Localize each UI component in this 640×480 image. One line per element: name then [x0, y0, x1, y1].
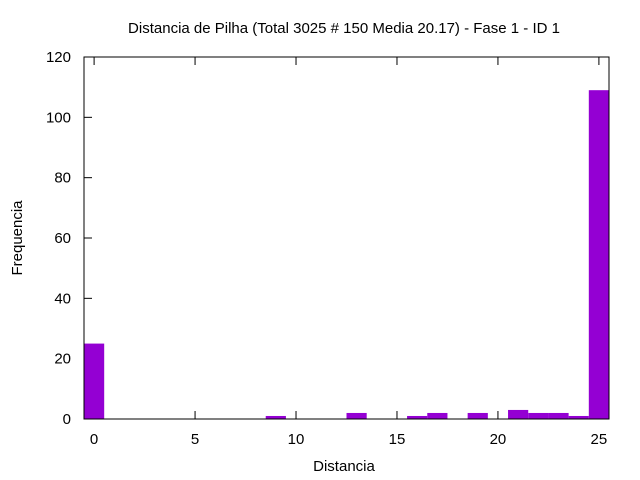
x-tick-label: 0 — [90, 431, 98, 448]
x-tick-label: 5 — [191, 431, 199, 448]
x-axis-label: Distancia — [313, 458, 375, 475]
axis-ticks: 0 20 40 60 80 100 120 0 5 10 15 20 25 — [46, 49, 609, 448]
bar-distance-21 — [508, 409, 529, 419]
bar-distance-22 — [528, 412, 549, 419]
y-tick-label: 80 — [54, 170, 71, 187]
bar-distance-25 — [588, 90, 609, 419]
bar-distance-0 — [84, 343, 105, 419]
y-tick-label: 60 — [54, 230, 71, 247]
bar-distance-9 — [265, 415, 286, 419]
y-tick-label: 20 — [54, 351, 71, 368]
bars-group — [84, 90, 609, 419]
bar-distance-24 — [568, 415, 589, 419]
bar-distance-13 — [346, 412, 367, 419]
plot-frame — [83, 56, 610, 420]
bar-distance-17 — [427, 412, 448, 419]
x-tick-label: 20 — [490, 431, 507, 448]
y-axis-label: Frequencia — [9, 200, 26, 276]
chart-title: Distancia de Pilha (Total 3025 # 150 Med… — [128, 20, 560, 37]
x-tick-label: 15 — [389, 431, 406, 448]
bar-distance-16 — [407, 415, 428, 419]
y-tick-label: 120 — [46, 49, 71, 66]
y-tick-label: 0 — [63, 411, 71, 428]
x-tick-label: 25 — [591, 431, 608, 448]
y-tick-label: 100 — [46, 109, 71, 126]
bar-distance-23 — [548, 412, 569, 419]
y-tick-label: 40 — [54, 290, 71, 307]
bar-distance-19 — [467, 412, 488, 419]
x-tick-label: 10 — [288, 431, 305, 448]
